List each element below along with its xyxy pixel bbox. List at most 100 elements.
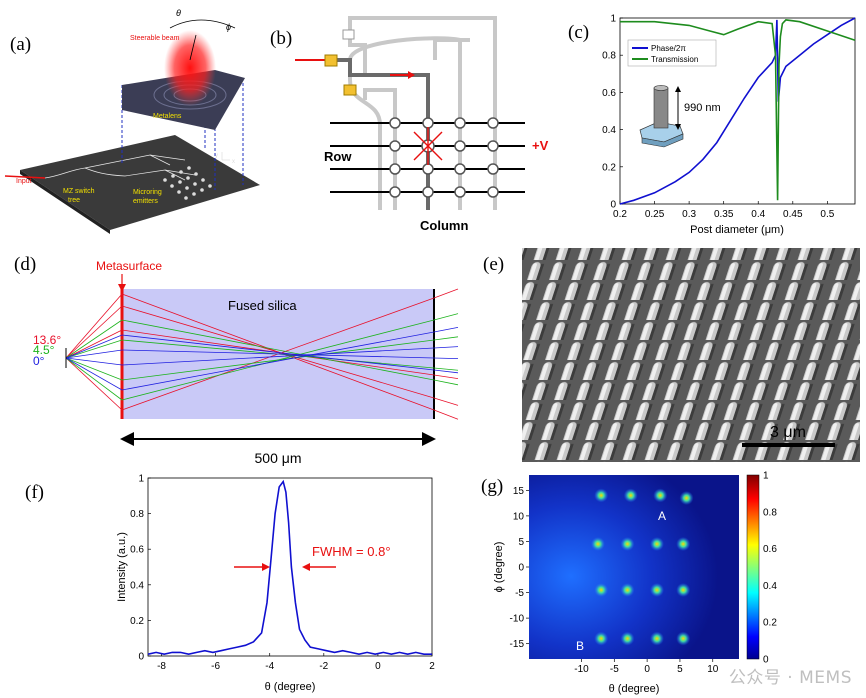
ylabel-f: Intensity (a.u.) [116, 532, 128, 602]
f-ytick-label: 0.4 [130, 580, 144, 591]
steerable-beam [164, 30, 216, 106]
ray-blue-in [65, 349, 123, 359]
heatmap-spot [620, 631, 635, 646]
ray-green-in [65, 357, 123, 381]
series-f [147, 479, 432, 656]
xlabel-f: θ (degree) [265, 681, 316, 693]
legend-phase: Phase/2π [651, 44, 686, 53]
ray-blue-in [65, 357, 123, 366]
ray-blue [121, 331, 435, 391]
legend-c: Phase/2π Transmission [627, 39, 717, 67]
colorbar-tick-label: 1 [763, 471, 769, 482]
heatmap-spot [594, 583, 609, 597]
ray-red-in [65, 357, 123, 411]
fused-silica-label: Fused silica [228, 298, 297, 313]
c-series-line-0 [619, 17, 856, 205]
heatmap-spot [653, 488, 668, 503]
axes-icon [221, 152, 230, 161]
g-xtick-label: -10 [574, 664, 589, 675]
ray-red-out [433, 397, 459, 406]
input-label: Input [16, 178, 32, 185]
series-c [619, 17, 856, 205]
mz-switch-label: MZ switch tree [63, 188, 95, 204]
angle-blue-label: 0° [33, 354, 45, 368]
active-route [330, 58, 430, 210]
steerable-beam-label: Steerable beam [130, 35, 180, 42]
ray-blue-in [65, 334, 123, 359]
colorbar-tick-label: 0 [763, 655, 769, 666]
g-xtick-label: 0 [644, 664, 650, 675]
heatmap-spot [649, 537, 664, 551]
heatmap-spot [623, 488, 638, 503]
c-xtick-label: 0.45 [783, 209, 803, 220]
f-ytick-label: 0.6 [130, 545, 144, 556]
ticks-c: 0.2 0.25 0.3 0.35 0.4 0.45 0.500.20.40.60.81 [602, 14, 835, 221]
panel-a: (a) Input MZ switch tree Microring emitter… [4, 8, 260, 234]
f-xtick-label: -2 [319, 661, 328, 672]
ray-red-in [65, 329, 123, 359]
colorbar-tick-label: 0.6 [763, 544, 777, 555]
waveguide-tree [44, 154, 196, 181]
panel-e: (e) 3 μm [483, 248, 860, 462]
ray-red [121, 305, 435, 399]
ray-green-out [433, 367, 459, 371]
splitter-top [342, 29, 355, 40]
f-ytick-label: 1 [138, 474, 144, 485]
g-ytick-label: -5 [515, 588, 524, 599]
ray-green-in [65, 357, 123, 401]
emission-arrows [413, 127, 443, 165]
ticks-g: -10 -5 0 5 10 -15 -10 -5 0 5 10 15 [510, 486, 719, 675]
ylabel-g: ϕ (degree) [493, 542, 505, 593]
ray-blue-out [433, 357, 459, 360]
xlabel-g: θ (degree) [609, 683, 660, 695]
inset-dimension: 990 nm [684, 102, 721, 114]
c-ytick-label: 0.2 [602, 162, 616, 173]
ray-green-in [65, 339, 123, 359]
ray-blue [121, 347, 435, 366]
angle-arc [169, 19, 236, 29]
heatmap-spot [679, 491, 694, 505]
ray-red-in [65, 293, 123, 359]
ray-blue-out [433, 369, 459, 374]
f-xtick-label: 0 [375, 661, 381, 672]
heatmap-spot [620, 537, 635, 551]
watermark: 公众号 · MEMS [728, 668, 852, 688]
ticks-f: -8 -6 -4 -2 0 2 0 0.2 0.4 0.6 0.8 1 [130, 474, 435, 673]
theta-label: θ [176, 8, 181, 18]
f-xtick-label: -8 [157, 661, 166, 672]
g-ytick-label: 5 [518, 537, 524, 548]
panel-d-label: (d) [14, 254, 36, 275]
colorbar-tick-label: 0.2 [763, 618, 777, 629]
heatmap-spot [594, 631, 609, 646]
g-xtick-label: 5 [677, 664, 683, 675]
ray-red-out [433, 288, 459, 299]
ray-red-in [65, 305, 123, 359]
g-ytick-label: 15 [513, 486, 525, 497]
heatmap-spot [649, 583, 664, 597]
chip-plane [20, 135, 260, 230]
ray-green [121, 319, 435, 401]
c-ytick-label: 0.4 [602, 125, 616, 136]
heatmap-spot [594, 488, 609, 503]
g-ytick-label: -10 [510, 614, 525, 625]
ray-blue [121, 334, 435, 371]
f-xtick-label: -6 [211, 661, 220, 672]
panel-e-label: (e) [483, 254, 504, 275]
ray-green [121, 319, 435, 381]
xlabel-c: Post diameter (μm) [690, 224, 784, 236]
panel-f: (f) -8 -6 -4 -2 0 2 0 0.2 0.4 0.6 0.8 1 FWHM = 0.8°… [25, 474, 435, 694]
microring-array [163, 166, 212, 200]
sem-image [522, 248, 860, 462]
c-xtick-label: 0.4 [751, 209, 765, 220]
g-ytick-label: 10 [513, 511, 525, 522]
panel-c-label: (c) [568, 22, 589, 43]
spot-grid [590, 488, 694, 646]
switch-1 [324, 54, 338, 67]
colorbar [746, 474, 760, 660]
post-inset [639, 85, 684, 148]
angle-red-label: 13.6° [33, 333, 61, 347]
metasurface-label: Metasurface [96, 259, 162, 273]
phi-label: ϕ [226, 22, 231, 32]
heatmap-spot [620, 583, 635, 597]
